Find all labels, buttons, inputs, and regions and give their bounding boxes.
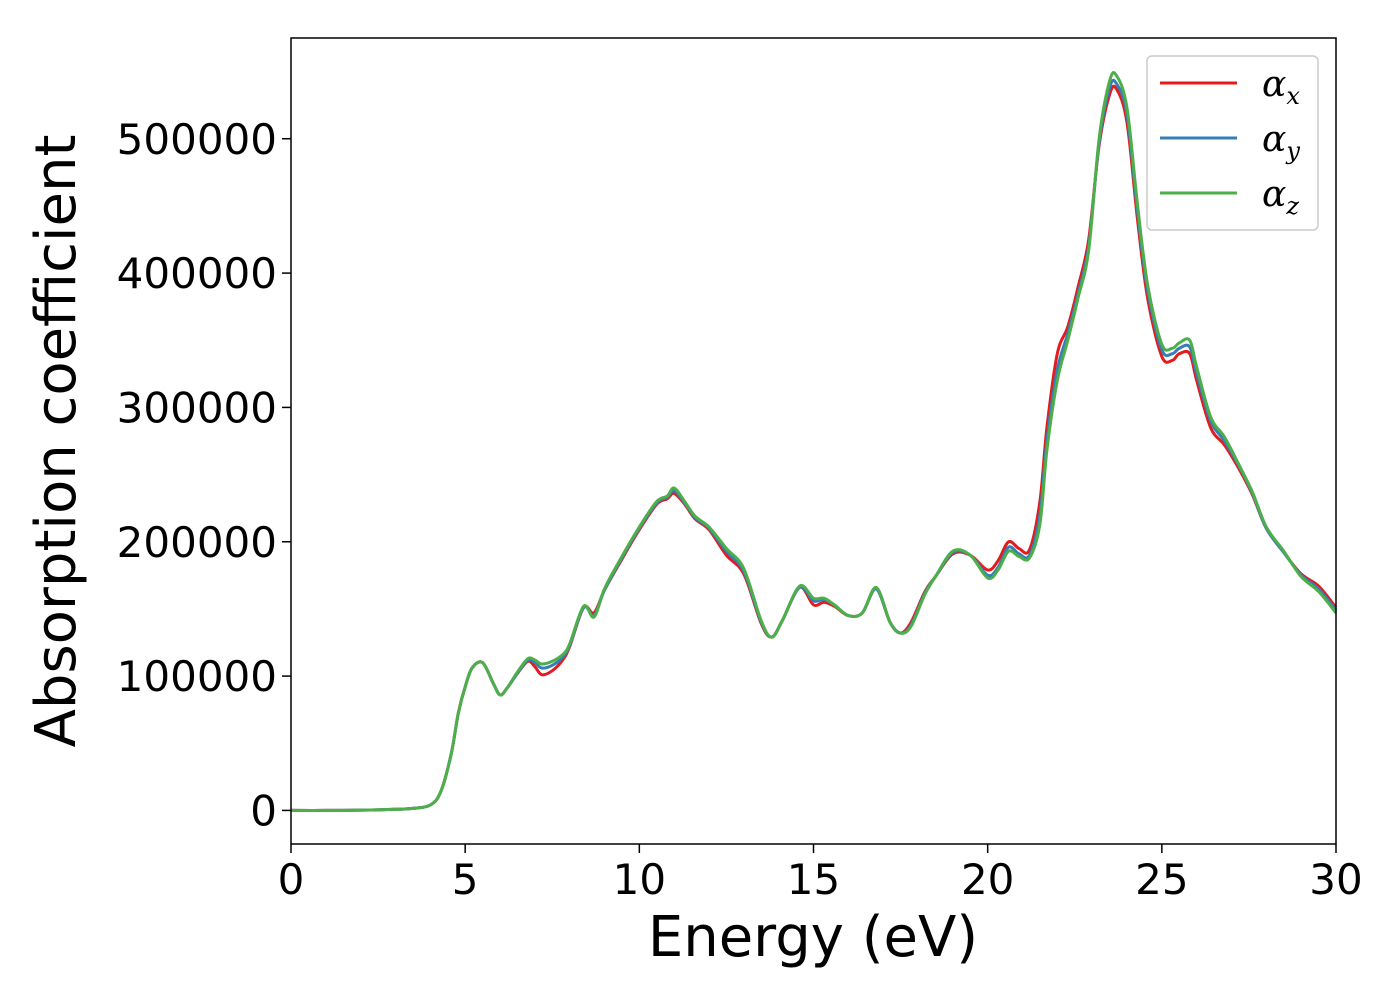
y-tick-label: 400000 <box>117 249 277 298</box>
x-tick-label: 15 <box>787 855 840 904</box>
y-tick-label: 500000 <box>117 115 277 164</box>
series-lines <box>290 71 1338 812</box>
y-axis-label: Absorption coefficient <box>24 135 89 748</box>
y-tick-label: 100000 <box>117 652 277 701</box>
legend: αx αy αz <box>1146 55 1319 231</box>
y-tick-label: 0 <box>250 786 277 835</box>
x-tick-label: 5 <box>452 855 479 904</box>
legend-box <box>1146 55 1319 231</box>
legend-label-3: αz <box>1262 174 1299 220</box>
y-tick-label: 200000 <box>117 518 277 567</box>
x-axis-ticks: 0 5 10 15 20 25 30 <box>278 844 1363 904</box>
legend-label-2: αy <box>1262 119 1300 165</box>
x-tick-label: 30 <box>1309 855 1362 904</box>
legend-label-1: αx <box>1262 64 1300 110</box>
series-line-3 <box>290 71 1338 812</box>
x-tick-label: 10 <box>613 855 666 904</box>
x-tick-label: 0 <box>278 855 305 904</box>
y-axis-ticks: 0 100000 200000 300000 400000 500000 <box>117 115 291 835</box>
x-tick-label: 25 <box>1135 855 1188 904</box>
x-tick-label: 20 <box>961 855 1014 904</box>
y-tick-label: 300000 <box>117 383 277 432</box>
x-axis-label: Energy (eV) <box>648 905 978 970</box>
